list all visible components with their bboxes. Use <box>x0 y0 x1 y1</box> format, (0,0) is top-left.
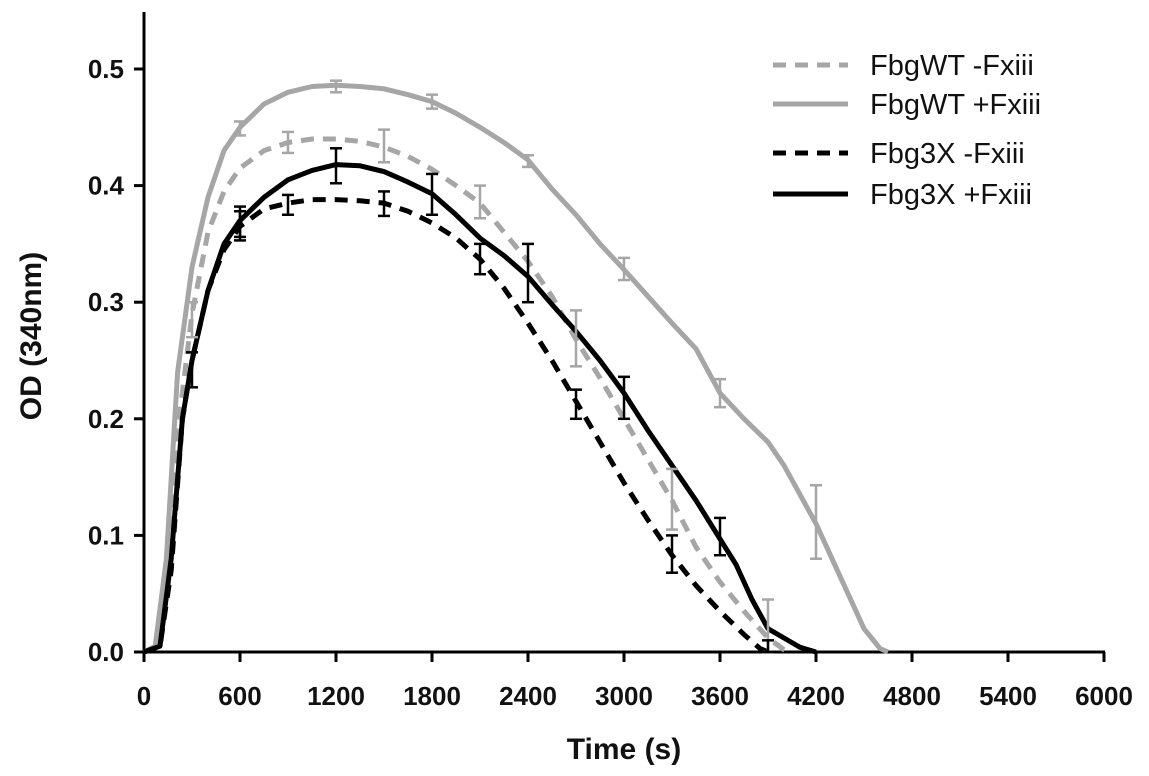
x-tick-label: 6000 <box>1075 681 1133 711</box>
error-bar-fbgwt-fxiii <box>666 467 678 531</box>
legend-label: FbgWT -Fxiii <box>870 50 1034 82</box>
error-bar-fbg3x-fxiii <box>234 210 246 242</box>
error-bar-fbg3x-fxiii <box>378 190 390 218</box>
x-tick-label: 3000 <box>595 681 653 711</box>
series-line-fbg3x-fxiii <box>143 197 770 655</box>
y-tick-label: 0.4 <box>88 171 125 201</box>
y-tick-label: 0.2 <box>88 404 124 434</box>
y-tick-label: 0.1 <box>88 520 124 550</box>
x-tick-label: 1800 <box>403 681 461 711</box>
x-tick-label: 3600 <box>691 681 749 711</box>
error-bar-fbg3x-fxiii <box>714 516 726 557</box>
axes: 0 600 1200 1800 2400 3000 3600 4200 4800 5400 6000… <box>88 12 1133 711</box>
series-line-fbgwt-fxiii <box>142 82 890 655</box>
error-bar-fbgwt-fxiii <box>378 128 390 164</box>
x-tick-label: 5400 <box>979 681 1037 711</box>
y-tick-label: 0.3 <box>88 287 124 317</box>
error-bar-fbgwt-fxiii <box>330 79 342 94</box>
error-bar-fbg3x-fxiii <box>330 147 342 185</box>
error-bar-fbgwt-fxiii <box>810 484 822 560</box>
error-bar-fbgwt-fxiii <box>522 154 534 169</box>
x-axis-title: Time (s) <box>567 733 681 766</box>
x-tick-label: 4200 <box>787 681 845 711</box>
legend-item: Fbg3X -Fxiii <box>773 138 1025 170</box>
error-bar-fbg3x-fxiii <box>282 193 294 216</box>
x-tick-label: 1200 <box>307 681 365 711</box>
error-bar-fbg3x-fxiii <box>570 388 582 421</box>
legend-item: Fbg3X +Fxiii <box>773 179 1032 211</box>
x-tick-label: 600 <box>218 681 261 711</box>
x-tick-label: 0 <box>137 681 151 711</box>
series-layer <box>142 82 890 655</box>
legend-item: FbgWT -Fxiii <box>773 50 1034 82</box>
error-bar-fbg3x-fxiii <box>426 172 438 216</box>
error-bar-fbg3x-fxiii <box>762 639 774 654</box>
error-bar-fbgwt-fxiii <box>186 300 198 339</box>
error-bar-fbgwt-fxiii <box>234 120 246 137</box>
y-tick-label: 0.0 <box>88 637 124 667</box>
error-bar-fbg3x-fxiii <box>522 242 534 304</box>
error-bar-fbgwt-fxiii <box>282 130 294 155</box>
error-bar-fbg3x-fxiii <box>618 375 630 421</box>
legend: FbgWT -Fxiii FbgWT +Fxiii Fbg3X -Fxiii Fbg3… <box>773 50 1041 211</box>
error-bar-fbg3x-fxiii <box>666 534 678 574</box>
error-bar-fbg3x-fxiii <box>474 242 486 276</box>
legend-item: FbgWT +Fxiii <box>773 89 1041 121</box>
legend-label: Fbg3X -Fxiii <box>870 138 1025 170</box>
x-tick-label: 2400 <box>499 681 557 711</box>
series-line-fbgwt-fxiii <box>142 136 793 655</box>
y-tick-label: 0.5 <box>88 54 124 84</box>
error-bar-fbgwt-fxiii <box>714 377 726 409</box>
x-tick-label: 4800 <box>883 681 941 711</box>
error-bar-fbgwt-fxiii <box>426 93 438 110</box>
error-bar-layer <box>186 79 822 654</box>
y-axis-title: OD (340nm) <box>15 252 48 420</box>
error-bar-fbg3x-fxiii <box>186 351 198 389</box>
error-bar-fbgwt-fxiii <box>570 309 582 368</box>
legend-label: Fbg3X +Fxiii <box>870 179 1032 211</box>
legend-label: FbgWT +Fxiii <box>870 89 1041 121</box>
error-bar-fbgwt-fxiii <box>474 184 486 220</box>
error-bar-fbgwt-fxiii <box>618 256 630 282</box>
